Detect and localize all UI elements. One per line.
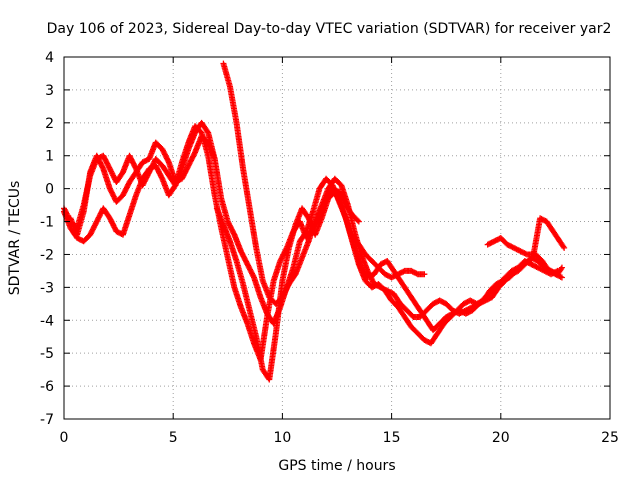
series-trace-d	[213, 188, 561, 383]
series-trace-e	[67, 132, 218, 238]
y-tick-label: -5	[40, 346, 54, 362]
data-point	[158, 174, 165, 181]
data-point	[211, 156, 218, 163]
data-point	[354, 217, 361, 224]
grid-lines	[64, 57, 610, 419]
x-tick-label: 25	[601, 430, 619, 446]
data-point	[191, 150, 198, 157]
data-point	[250, 273, 257, 280]
x-tick-label: 10	[273, 430, 291, 446]
y-tick-label: 3	[45, 83, 54, 99]
data-point	[337, 200, 344, 207]
series-trace-b	[61, 119, 565, 347]
y-tick-label: -3	[40, 280, 54, 296]
y-tick-labels: -7 -6 -5 -4 -3 -2 -1 0 1 2 3 4	[40, 50, 54, 428]
y-tick-label: 4	[45, 50, 54, 66]
data-point	[557, 273, 564, 280]
data-point	[554, 267, 561, 274]
y-tick-label: -4	[40, 313, 54, 329]
data-point	[355, 218, 362, 225]
data-point	[553, 268, 560, 275]
data-point	[99, 164, 106, 171]
x-tick-label: 5	[169, 430, 178, 446]
data-point	[558, 274, 565, 281]
x-tick-label: 0	[60, 430, 69, 446]
y-tick-label: 2	[45, 116, 54, 132]
tick-marks	[63, 56, 611, 420]
data-point	[558, 265, 565, 272]
y-tick-label: 1	[45, 149, 54, 165]
x-tick-label: 20	[492, 430, 510, 446]
data-point	[558, 264, 565, 271]
plot-frame	[63, 56, 611, 420]
y-tick-label: -7	[40, 412, 54, 428]
data-point	[204, 128, 211, 135]
series-trace-g	[484, 215, 568, 258]
data-point	[165, 157, 172, 164]
data-point	[230, 230, 237, 237]
data-point	[560, 243, 567, 250]
data-point	[421, 271, 428, 278]
series-trace-f	[349, 231, 428, 281]
data-point	[561, 244, 568, 251]
y-axis-label: SDTVAR / TECUs	[7, 181, 23, 296]
y-tick-label: -1	[40, 215, 54, 231]
data-points	[61, 60, 568, 383]
y-tick-label: -6	[40, 379, 54, 395]
chart-title: Day 106 of 2023, Sidereal Day-to-day VTE…	[47, 21, 612, 37]
x-tick-labels: 0 5 10 15 20 25	[60, 430, 619, 446]
series-trace-a	[61, 123, 362, 363]
x-tick-label: 15	[383, 430, 401, 446]
y-tick-label: -2	[40, 247, 54, 263]
y-tick-label: 0	[45, 182, 54, 198]
x-axis-label: GPS time / hours	[278, 458, 395, 474]
